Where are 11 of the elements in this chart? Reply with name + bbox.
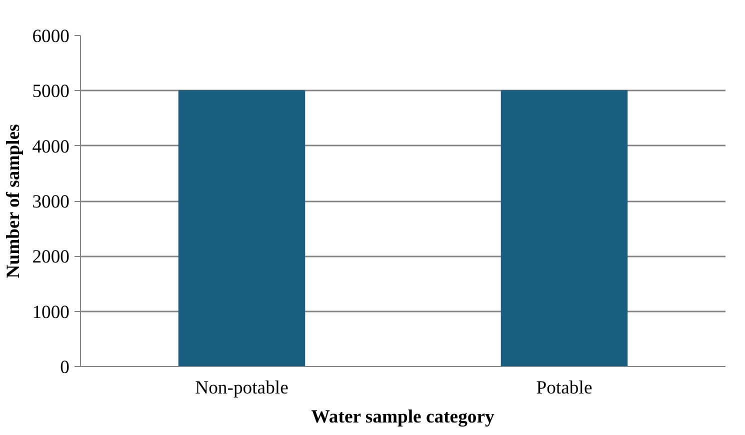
y-axis-title: Number of samples <box>3 124 24 278</box>
y-tick-label: 0 <box>60 357 70 378</box>
y-tick-label: 5000 <box>32 81 70 102</box>
x-axis-title: Water sample category <box>311 406 496 428</box>
x-tick-label: Non-potable <box>195 378 288 398</box>
x-tick-label: Potable <box>536 378 592 398</box>
y-tick-label: 6000 <box>32 26 70 47</box>
y-tick-label: 3000 <box>32 192 70 212</box>
y-tick-label: 4000 <box>32 136 70 158</box>
y-tick-label: 1000 <box>32 302 70 323</box>
y-tick-label: 2000 <box>32 246 70 268</box>
